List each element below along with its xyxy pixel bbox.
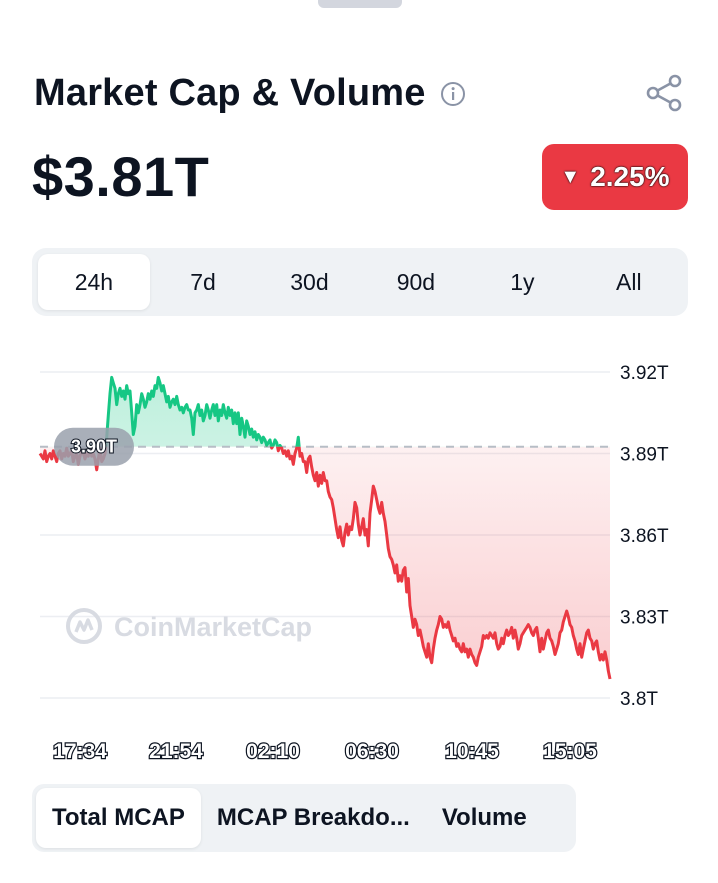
x-tick-label: 21:54: [149, 740, 203, 763]
area-below-baseline: [40, 446, 610, 679]
coinmarketcap-logo: [66, 608, 102, 644]
time-range-tabs: 24h 7d 30d 90d 1y All: [32, 248, 688, 316]
market-cap-chart[interactable]: CoinMarketCap 3.90T 3.92T 3.89T 3.86T 3.83T…: [0, 340, 718, 770]
sheet-drag-handle[interactable]: [318, 0, 402, 8]
x-tick-label: 17:34: [53, 740, 107, 763]
y-tick-label: 3.8T: [620, 689, 658, 710]
y-tick-label: 3.83T: [620, 608, 669, 629]
y-tick-label: 3.89T: [620, 445, 669, 466]
price-line-up: [66, 375, 301, 447]
y-tick-label: 3.86T: [620, 526, 669, 547]
tab-7d[interactable]: 7d: [190, 268, 216, 295]
price-line-down: [38, 446, 612, 680]
page-title: Market Cap & Volume: [34, 72, 426, 114]
change-badge: ▼ 2.25%: [542, 144, 688, 210]
chart-area-fill: [40, 377, 610, 679]
open-price-pill: 3.90T: [54, 427, 134, 466]
area-above-baseline: [40, 377, 610, 447]
share-icon[interactable]: [641, 70, 687, 116]
tab-volume[interactable]: Volume: [441, 804, 527, 831]
tab-mcap-breakdown[interactable]: MCAP Breakdo...: [216, 804, 410, 831]
info-icon[interactable]: [440, 81, 466, 107]
tab-total-mcap[interactable]: Total MCAP: [36, 788, 201, 848]
y-axis: 3.92T 3.89T 3.86T 3.83T 3.8T: [620, 363, 669, 710]
chart-canvas: CoinMarketCap 3.90T 3.92T 3.89T 3.86T 3.83T…: [38, 363, 669, 764]
coinmarketcap-watermark: CoinMarketCap: [66, 608, 312, 644]
x-tick-label: 15:05: [543, 740, 597, 763]
x-axis: 17:34 21:54 02:10 06:30 10:45 15:05: [52, 739, 598, 764]
change-percent: 2.25%: [590, 161, 670, 192]
y-tick-label: 3.92T: [620, 363, 669, 384]
price-line: [38, 375, 612, 680]
tab-all[interactable]: All: [616, 268, 642, 295]
x-tick-label: 06:30: [345, 740, 399, 763]
watermark-text: CoinMarketCap: [114, 612, 312, 642]
x-tick-label: 02:10: [246, 740, 300, 763]
market-cap-value: $3.81T: [32, 145, 210, 208]
tab-24h[interactable]: 24h: [38, 254, 150, 310]
title-row: Market Cap & Volume: [34, 72, 466, 115]
triangle-down-icon: ▼: [560, 165, 581, 188]
tab-30d[interactable]: 30d: [290, 268, 329, 295]
tab-1y[interactable]: 1y: [510, 268, 535, 295]
tab-90d[interactable]: 90d: [396, 268, 436, 295]
metric-tabs: Total MCAP MCAP Breakdo... Volume: [32, 784, 576, 852]
open-price-label: 3.90T: [71, 437, 117, 457]
x-tick-label: 10:45: [445, 740, 499, 763]
